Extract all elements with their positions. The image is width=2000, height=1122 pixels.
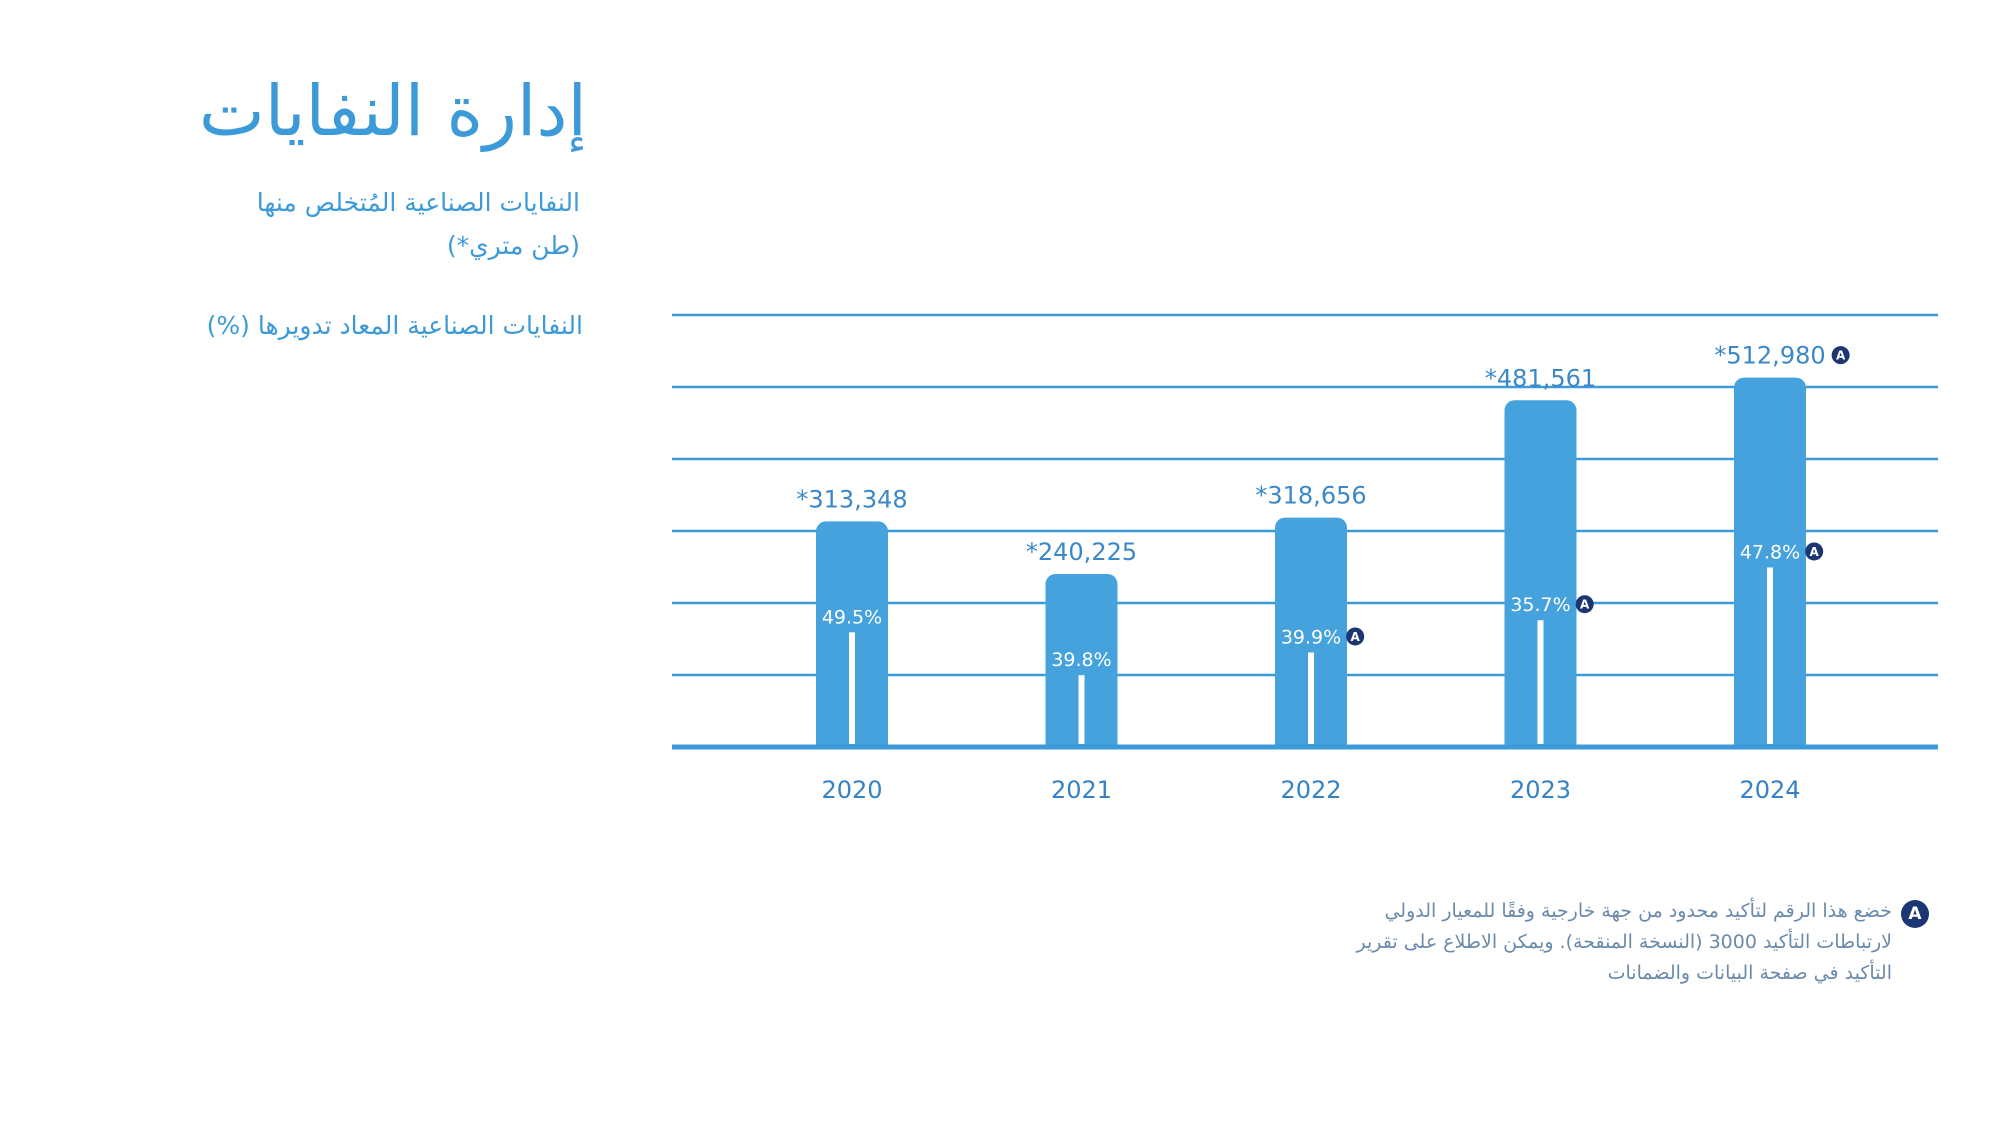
footnote-line: التأكيد في صفحة البيانات والضمانات bbox=[1607, 962, 1892, 984]
footnote-line: خضع هذا الرقم لتأكيد محدود من جهة خارجية… bbox=[1384, 900, 1892, 922]
year-tick-label-2024: 2024 bbox=[1739, 776, 1800, 804]
recycled-share-bar-2024 bbox=[1767, 567, 1773, 744]
footnote-line: لارتباطات التأكيد 3000 (النسخة المنقحة).… bbox=[1356, 931, 1893, 953]
recycled-share-bar-2022 bbox=[1308, 652, 1314, 744]
legend-recycled-waste-label: النفايات الصناعية المعاد تدويرها (%) bbox=[206, 311, 583, 340]
assurance-badge-letter: A bbox=[1351, 630, 1361, 644]
disposed-value-label-2024: *512,980 bbox=[1714, 342, 1825, 370]
disposed-value-label-2023: *481,561 bbox=[1485, 364, 1596, 392]
assurance-badge-icon: A bbox=[1575, 595, 1594, 614]
year-tick-label-2021: 2021 bbox=[1051, 776, 1112, 804]
assurance-badge-icon: A bbox=[1901, 900, 1929, 928]
page-title: إدارة النفايات bbox=[198, 70, 587, 152]
disposed-waste-bar-2024 bbox=[1734, 377, 1806, 747]
assurance-badge-letter: A bbox=[1836, 348, 1846, 362]
recycled-percent-label-2022: 39.9% bbox=[1281, 626, 1341, 648]
recycled-percent-label-2024: 47.8% bbox=[1740, 541, 1800, 563]
recycled-share-bar-2020 bbox=[849, 632, 855, 744]
assurance-badge-icon: A bbox=[1346, 627, 1365, 646]
assurance-badge-circle bbox=[1831, 346, 1850, 365]
assurance-footnote: خضع هذا الرقم لتأكيد محدود من جهة خارجية… bbox=[1357, 896, 1893, 989]
recycled-percent-label-2023: 35.7% bbox=[1510, 594, 1570, 616]
disposed-value-label-2022: *318,656 bbox=[1255, 482, 1366, 510]
assurance-badge-letter: A bbox=[1810, 545, 1820, 559]
recycled-percent-label-2021: 39.8% bbox=[1051, 649, 1111, 671]
recycled-share-bar-2023 bbox=[1537, 620, 1544, 744]
recycled-share-bar-2021 bbox=[1078, 675, 1085, 744]
assurance-badge-icon: A bbox=[1805, 542, 1824, 561]
year-tick-label-2023: 2023 bbox=[1510, 776, 1571, 804]
assurance-badge-icon: A bbox=[1831, 346, 1850, 365]
disposed-waste-bar-2022 bbox=[1275, 517, 1347, 747]
disposed-waste-bar-2021 bbox=[1045, 574, 1118, 747]
legend-disposed-waste-label: النفايات الصناعية المُتخلص منها bbox=[256, 188, 580, 217]
disposed-value-label-2020: *313,348 bbox=[796, 485, 907, 513]
assurance-badge-circle bbox=[1346, 627, 1365, 646]
disposed-waste-bar-2023 bbox=[1504, 400, 1577, 747]
disposed-value-label-2021: *240,225 bbox=[1026, 538, 1137, 566]
year-tick-label-2020: 2020 bbox=[821, 776, 882, 804]
waste-chart: 49.5% *313,348 2020 39.8% *240,225 2021 39.9% A… bbox=[672, 313, 1938, 804]
recycled-percent-label-2020: 49.5% bbox=[822, 606, 882, 628]
assurance-badge-letter: A bbox=[1580, 598, 1590, 612]
assurance-badge-circle bbox=[1575, 595, 1594, 614]
year-tick-label-2022: 2022 bbox=[1280, 776, 1341, 804]
legend-disposed-waste-unit: (طن متري*) bbox=[446, 231, 580, 260]
assurance-badge-circle bbox=[1805, 542, 1824, 561]
